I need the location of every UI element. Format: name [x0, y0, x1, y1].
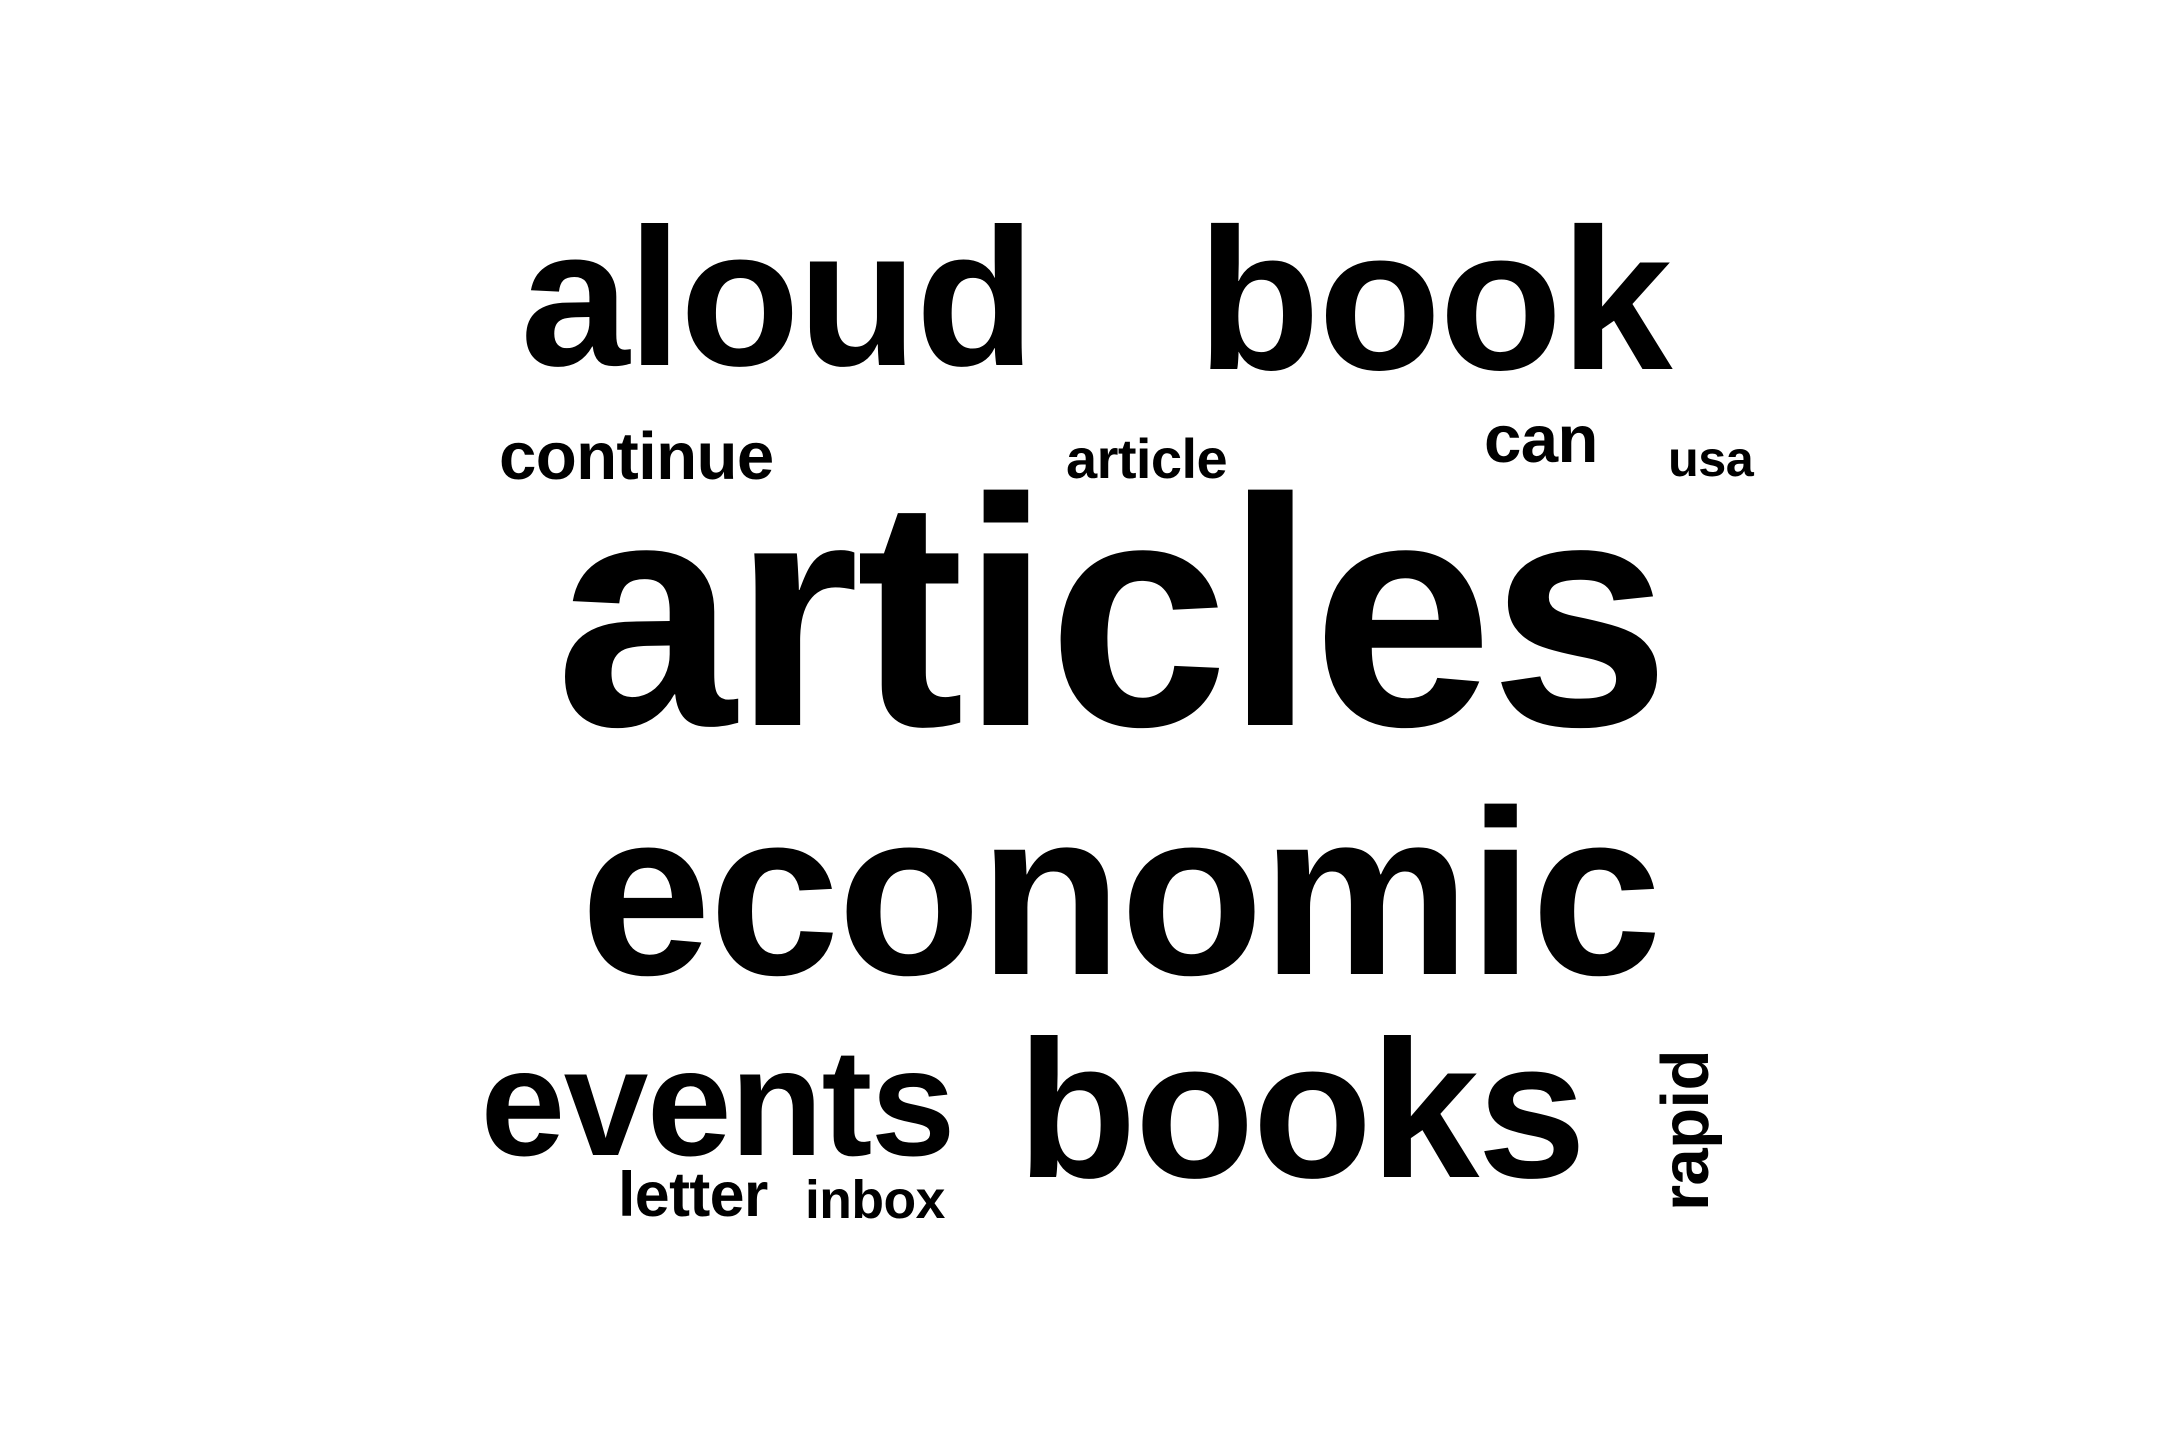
word-economic: economic — [580, 760, 1662, 1024]
word-articles: articles — [555, 430, 1671, 794]
word-events: events — [480, 1018, 956, 1188]
word-rapid: rapid — [1647, 1049, 1723, 1211]
word-aloud: aloud — [520, 187, 1036, 407]
word-inbox: inbox — [805, 1170, 945, 1230]
word-books: books — [1017, 999, 1586, 1219]
word-book: book — [1197, 186, 1673, 412]
word-usa: usa — [1668, 429, 1754, 487]
word-continue: continue — [499, 418, 774, 494]
word-can: can — [1484, 401, 1598, 477]
word-letter: letter — [618, 1159, 768, 1230]
word-article: article — [1066, 427, 1228, 490]
